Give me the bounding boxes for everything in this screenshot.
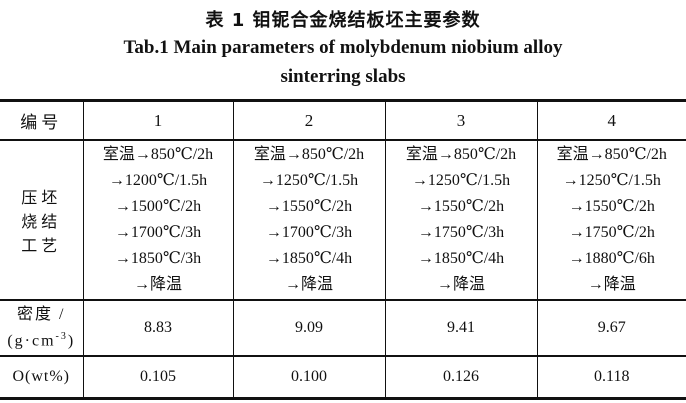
process-step: →1850℃/4h [417, 250, 505, 267]
density-row-label: 密度 / (g·cm-3) [0, 300, 83, 357]
process-cell-sample-4: 室温→850℃/2h →1250℃/1.5h →1550℃/2h →1750℃/… [536, 140, 686, 301]
oxygen-value-sample-1: 0.105 [82, 356, 233, 399]
density-value-sample-2: 9.09 [232, 300, 385, 357]
oxygen-value-sample-2: 0.100 [232, 356, 385, 399]
density-unit-text: (g·cm [7, 332, 56, 350]
process-step: 室温→850℃/2h [253, 146, 365, 163]
header-cell-sample-1: 1 [82, 100, 233, 141]
process-row-label: 压坯 烧结 工艺 [0, 140, 83, 301]
process-step: →1750℃/3h [417, 224, 505, 241]
header-cell-sample-2: 2 [232, 100, 385, 141]
process-step: →1550℃/2h [265, 198, 353, 215]
process-cell-sample-3: 室温→850℃/2h →1250℃/1.5h →1550℃/2h →1750℃/… [384, 140, 537, 301]
table-title-chinese: 表 1 钼铌合金烧结板坯主要参数 [205, 10, 481, 31]
process-step: →降温 [284, 276, 333, 293]
process-label-line: 压坯 [21, 190, 62, 207]
process-step: →1850℃/4h [265, 250, 353, 267]
density-row: 密度 / (g·cm-3) 8.83 9.09 9.41 9.67 [0, 300, 686, 357]
density-unit-exponent: -3 [55, 330, 68, 342]
density-label-line1: 密度 / [17, 305, 66, 323]
process-label-line: 工艺 [21, 238, 62, 255]
process-step: →1200℃/1.5h [108, 172, 208, 189]
process-step: →降温 [436, 276, 485, 293]
process-step: →1700℃/3h [114, 224, 202, 241]
process-step: 室温→850℃/2h [405, 146, 517, 163]
process-step: →1250℃/1.5h [562, 172, 661, 189]
density-value-sample-4: 9.67 [536, 300, 686, 357]
header-cell-number-label: 编号 [0, 100, 83, 141]
process-label-line: 烧结 [21, 214, 62, 231]
process-step: →1850℃/3h [114, 250, 202, 267]
table-title-english-line1: Tab.1 Main parameters of molybdenum niob… [123, 37, 563, 58]
process-step: 室温→850℃/2h [102, 146, 214, 163]
process-step: →1250℃/1.5h [259, 172, 359, 189]
header-cell-sample-3: 3 [384, 100, 537, 141]
table-header-row: 编号 1 2 3 4 [0, 100, 686, 141]
oxygen-value-sample-3: 0.126 [384, 356, 537, 399]
oxygen-value-sample-4: 0.118 [536, 356, 686, 399]
density-value-sample-3: 9.41 [384, 300, 537, 357]
process-row: 压坯 烧结 工艺 室温→850℃/2h →1200℃/1.5h →1500℃/2… [0, 140, 686, 301]
process-step: →1250℃/1.5h [411, 172, 511, 189]
table-title-english-line2: sinterring slabs [280, 66, 406, 87]
process-step: →1700℃/3h [265, 224, 353, 241]
process-step: →1500℃/2h [114, 198, 202, 215]
process-cell-sample-2: 室温→850℃/2h →1250℃/1.5h →1550℃/2h →1700℃/… [232, 140, 385, 301]
density-label-line2: (g·cm-3) [0, 326, 83, 352]
parameters-table: 编号 1 2 3 4 压坯 烧结 工艺 室温→850℃/2h →1200℃/1.… [0, 99, 686, 400]
process-cell-sample-1: 室温→850℃/2h →1200℃/1.5h →1500℃/2h →1700℃/… [82, 140, 233, 301]
process-step: →降温 [587, 276, 636, 293]
process-step: →1550℃/2h [568, 198, 655, 215]
header-cell-sample-4: 4 [536, 100, 686, 141]
process-step: 室温→850℃/2h [556, 146, 667, 163]
process-step: →降温 [133, 276, 182, 293]
process-step: →1880℃/6h [568, 250, 655, 267]
process-step: →1550℃/2h [417, 198, 505, 215]
density-value-sample-1: 8.83 [82, 300, 233, 357]
oxygen-row: O(wt%) 0.105 0.100 0.126 0.118 [0, 356, 686, 399]
process-step: →1750℃/2h [568, 224, 655, 241]
density-unit-close: ) [67, 332, 76, 350]
oxygen-row-label: O(wt%) [12, 368, 71, 385]
